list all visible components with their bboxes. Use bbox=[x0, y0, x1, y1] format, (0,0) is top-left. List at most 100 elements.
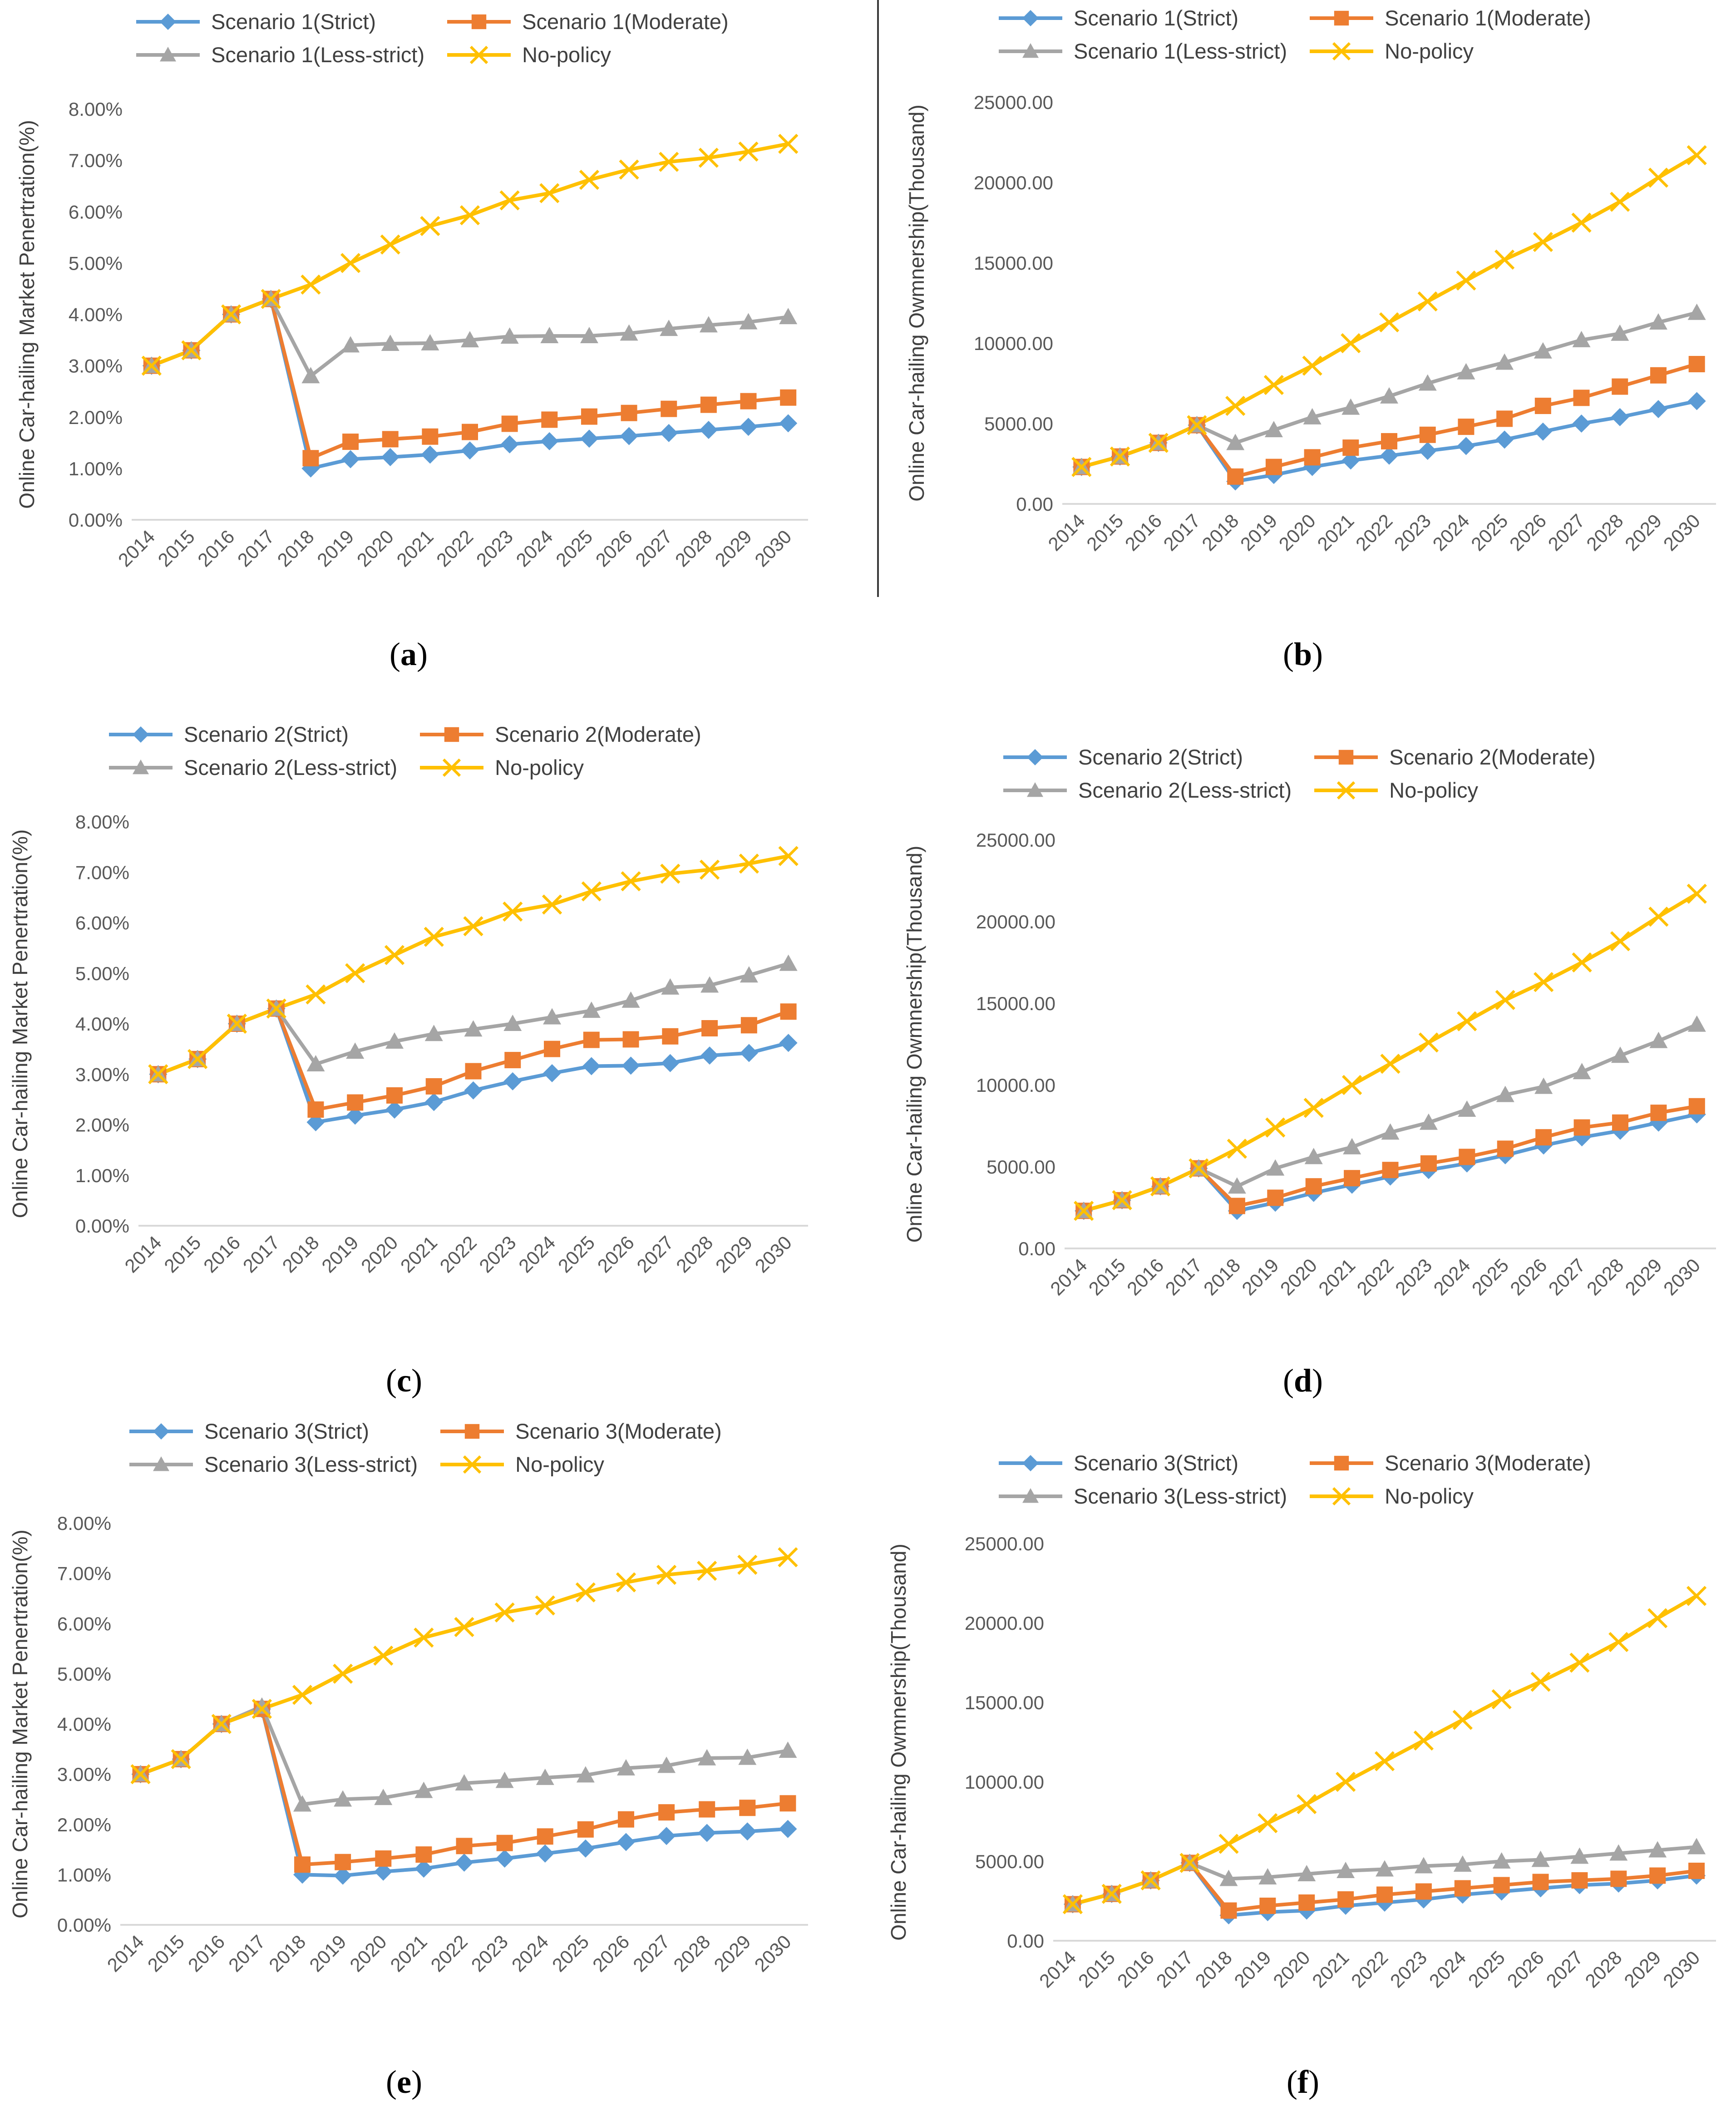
chart-legend: Scenario 2(Strict) Scenario 2(Moderate) Sc… bbox=[1001, 745, 1596, 803]
legend-swatch-strict bbox=[109, 726, 173, 743]
data-point-less_strict bbox=[495, 1771, 514, 1788]
data-point-moderate bbox=[1649, 1867, 1666, 1884]
legend-marker-strict bbox=[153, 1423, 169, 1440]
data-point-strict bbox=[1611, 408, 1629, 426]
data-point-moderate bbox=[1458, 419, 1475, 435]
y-axis-label: Online Car-hailing Market Penertration(%… bbox=[15, 120, 39, 508]
data-point-less_strict bbox=[580, 327, 598, 344]
data-point-no_policy bbox=[1071, 457, 1092, 477]
data-point-less_strict bbox=[421, 334, 439, 350]
data-point-no_policy bbox=[463, 916, 483, 937]
data-point-less_strict bbox=[374, 1789, 393, 1805]
data-point-no_policy bbox=[424, 927, 444, 947]
data-point-moderate bbox=[462, 424, 478, 440]
data-point-less_strict bbox=[779, 1741, 797, 1758]
legend-marker-no_policy bbox=[1332, 1487, 1351, 1505]
data-point-strict bbox=[616, 1833, 635, 1851]
legend-item-moderate: Scenario 2(Moderate) bbox=[1312, 745, 1596, 769]
legend-swatch-less_strict bbox=[999, 1488, 1062, 1503]
data-point-less_strict bbox=[1648, 1841, 1667, 1858]
data-point-strict bbox=[779, 1034, 798, 1052]
legend-swatch-strict bbox=[1003, 749, 1067, 765]
panel-caption: (b) bbox=[1283, 636, 1323, 673]
legend-swatch-no_policy bbox=[420, 758, 484, 777]
caption-letter: f bbox=[1297, 2064, 1308, 2100]
data-point-less_strict bbox=[582, 1001, 601, 1018]
data-point-no_policy bbox=[621, 871, 641, 892]
y-tick-label: 0.00 bbox=[1007, 1930, 1044, 1952]
data-point-moderate bbox=[1227, 468, 1244, 485]
x-tick-label: 2020 bbox=[1269, 1947, 1314, 1992]
legend-item-no_policy: No-policy bbox=[1312, 778, 1596, 803]
data-point-moderate bbox=[583, 1031, 600, 1048]
legend-marker-strict bbox=[1027, 749, 1043, 765]
y-tick-label: 3.00% bbox=[57, 1764, 111, 1785]
data-point-no_policy bbox=[1258, 1813, 1278, 1834]
data-point-no_policy bbox=[581, 881, 602, 902]
data-point-moderate bbox=[1344, 1170, 1361, 1187]
legend-item-no_policy: No-policy bbox=[445, 42, 729, 67]
data-point-less_strict bbox=[1534, 1077, 1553, 1094]
data-point-strict bbox=[341, 450, 360, 469]
y-tick-label: 7.00% bbox=[75, 862, 129, 883]
data-point-no_policy bbox=[420, 216, 440, 237]
data-point-less_strict bbox=[576, 1766, 595, 1783]
data-point-less_strict bbox=[1266, 1159, 1285, 1176]
caption-close-paren: ) bbox=[1308, 2064, 1319, 2100]
y-tick-label: 4.00% bbox=[69, 304, 123, 326]
y-tick-label: 4.00% bbox=[57, 1714, 111, 1735]
data-point-no_policy bbox=[778, 1547, 798, 1568]
data-point-moderate bbox=[1573, 1119, 1590, 1136]
data-point-no_policy bbox=[1610, 192, 1630, 212]
data-point-moderate bbox=[1382, 1162, 1399, 1179]
data-point-less_strict bbox=[536, 1768, 554, 1785]
legend-marker-strict bbox=[1022, 1455, 1039, 1471]
data-point-moderate bbox=[700, 396, 717, 413]
data-point-moderate bbox=[621, 404, 637, 421]
data-point-strict bbox=[346, 1106, 365, 1125]
data-point-no_policy bbox=[1608, 1632, 1629, 1652]
data-point-less_strict bbox=[1380, 387, 1398, 404]
data-point-moderate bbox=[1337, 1891, 1354, 1908]
data-point-no_policy bbox=[261, 289, 281, 309]
data-point-strict bbox=[421, 445, 439, 464]
legend-label: Scenario 2(Strict) bbox=[1078, 745, 1243, 769]
data-point-no_policy bbox=[619, 159, 639, 180]
data-point-less_strict bbox=[738, 1748, 757, 1765]
data-point-no_policy bbox=[575, 1582, 596, 1603]
data-point-strict bbox=[374, 1862, 393, 1881]
data-point-less_strict bbox=[252, 1697, 271, 1714]
data-point-strict bbox=[1495, 430, 1514, 449]
data-point-no_policy bbox=[1380, 1054, 1401, 1074]
data-point-no_policy bbox=[535, 1595, 555, 1616]
data-point-less_strict bbox=[1611, 1046, 1629, 1063]
x-tick-label: 2019 bbox=[1230, 1947, 1275, 1992]
data-point-strict bbox=[1418, 442, 1437, 460]
x-tick-label: 2024 bbox=[1425, 1947, 1470, 1992]
data-point-less_strict bbox=[461, 331, 479, 348]
data-point-no_policy bbox=[306, 984, 326, 1005]
legend-swatch-strict bbox=[129, 1423, 193, 1440]
data-point-less_strict bbox=[1219, 1869, 1238, 1886]
y-tick-label: 10000.00 bbox=[974, 333, 1053, 354]
legend-swatch-less_strict bbox=[136, 46, 200, 61]
legend-swatch-no_policy bbox=[440, 1455, 504, 1474]
data-point-less_strict bbox=[1381, 1123, 1400, 1140]
x-tick-label: 2021 bbox=[1308, 1947, 1353, 1992]
x-tick-label: 2022 bbox=[1347, 1947, 1392, 1992]
data-point-no_policy bbox=[503, 901, 523, 922]
data-point-moderate bbox=[1265, 459, 1282, 475]
data-point-less_strict bbox=[616, 1759, 635, 1775]
y-tick-label: 1.00% bbox=[75, 1165, 129, 1186]
data-point-no_policy bbox=[1189, 1158, 1209, 1179]
legend-item-moderate: Scenario 3(Moderate) bbox=[438, 1419, 722, 1444]
y-tick-label: 5.00% bbox=[69, 252, 123, 274]
data-point-less_strict bbox=[306, 1055, 325, 1071]
data-point-strict bbox=[1572, 414, 1591, 433]
data-point-no_policy bbox=[1456, 270, 1476, 291]
data-point-no_policy bbox=[1062, 1894, 1083, 1914]
data-point-moderate bbox=[1298, 1894, 1315, 1911]
data-point-no_policy bbox=[659, 152, 679, 172]
